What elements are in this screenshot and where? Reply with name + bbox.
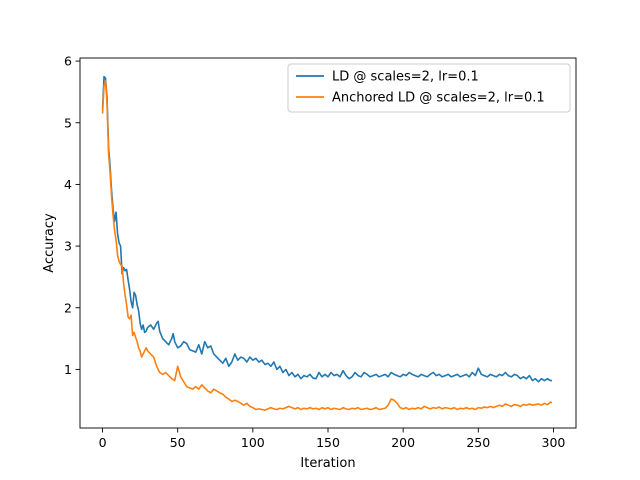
x-tick-label: 300 [542,435,566,450]
y-tick-label: 4 [64,177,72,192]
y-tick-label: 3 [64,239,72,254]
y-axis-label: Accuracy [42,213,57,273]
series-line-1 [101,75,552,383]
series-layer [101,75,553,411]
x-tick-label: 50 [170,435,186,450]
y-tick-label: 2 [64,300,72,315]
legend-entry: LD @ scales=2, lr=0.1 [332,70,479,85]
x-axis-label: Iteration [300,456,355,471]
series-line-2 [101,80,553,411]
axes-layer: 0 50 100 150 200 250 300 1 2 3 4 5 6 [64,54,577,450]
x-tick-label: 250 [466,435,490,450]
x-tick-label: 200 [391,435,415,450]
x-tick-label: 150 [316,435,340,450]
legend: LD @ scales=2, lr=0.1 Anchored LD @ scale… [287,63,571,113]
legend-box [287,63,571,113]
x-tick-label: 0 [99,435,107,450]
x-tick-label: 100 [241,435,265,450]
y-tick-label: 5 [64,115,72,130]
legend-entry: Anchored LD @ scales=2, lr=0.1 [332,91,545,106]
y-tick-label: 1 [64,362,72,377]
y-tick-label: 6 [64,54,72,69]
